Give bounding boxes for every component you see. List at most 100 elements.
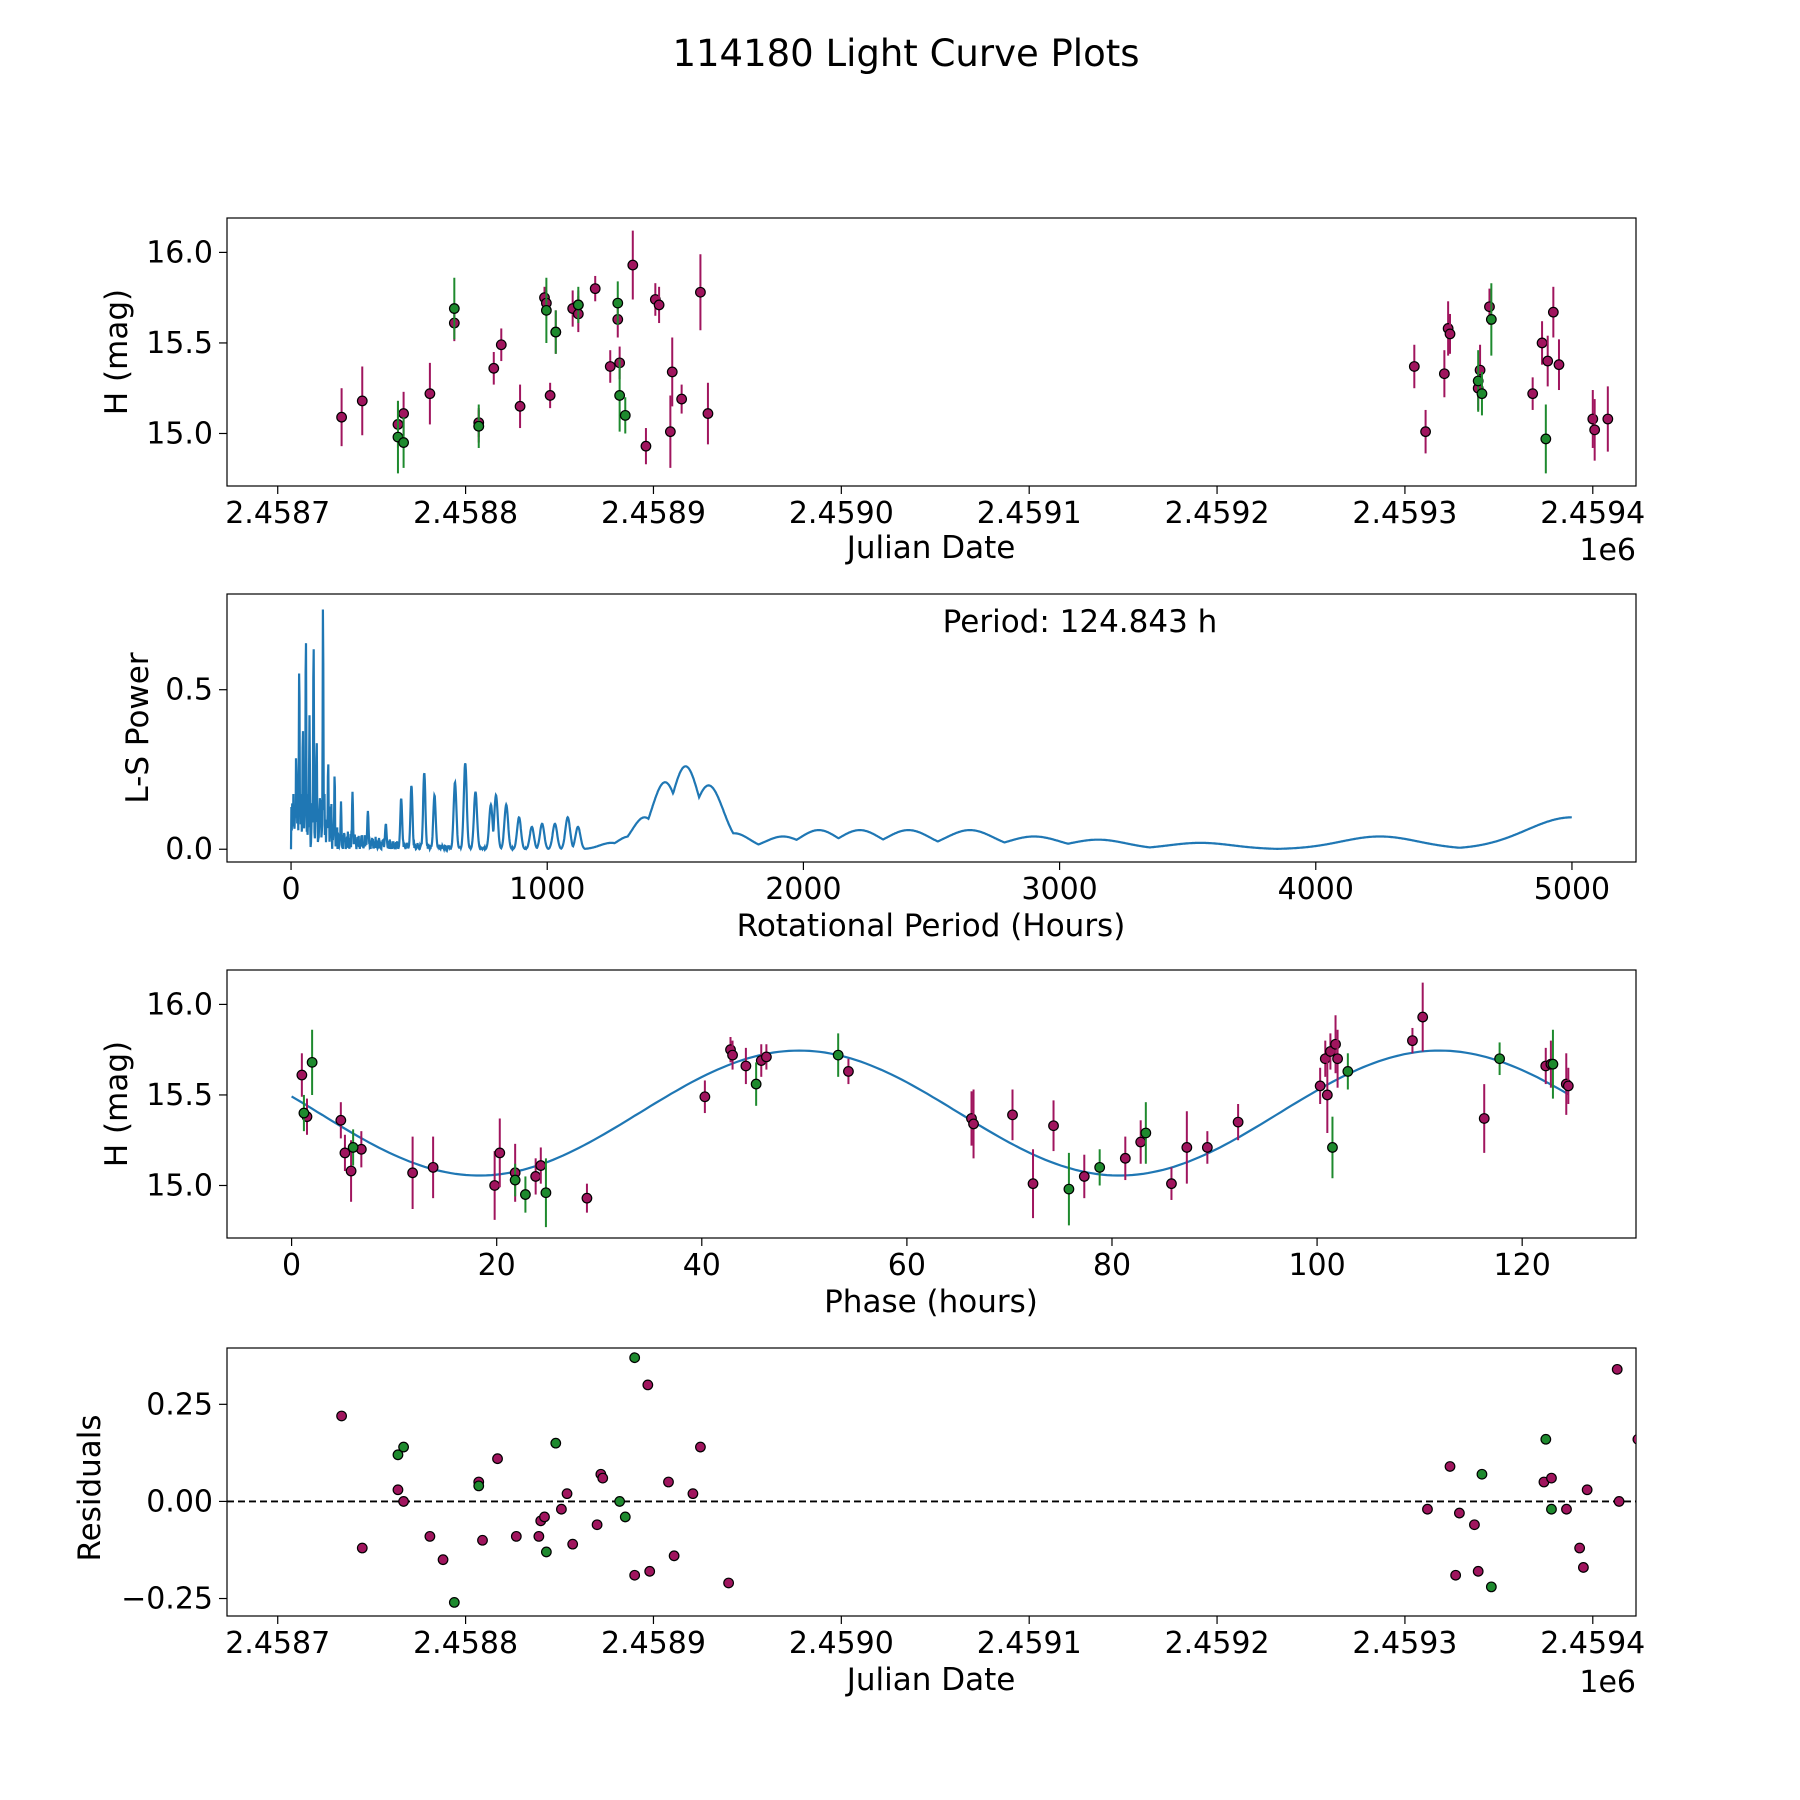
light-curve-offset-label: 1e6 <box>1579 533 1636 568</box>
residuals-point-magenta <box>1454 1507 1465 1519</box>
phase-folded-point-magenta <box>489 1180 501 1191</box>
light-curve-point-magenta <box>1589 424 1601 436</box>
phase-folded-xtick-label: 120 <box>1494 1248 1551 1283</box>
residuals-point-magenta <box>723 1577 735 1589</box>
phase-folded-point-magenta <box>1078 1171 1090 1182</box>
phase-folded-point-magenta <box>407 1167 419 1179</box>
residuals-point-magenta <box>1577 1562 1589 1573</box>
light-curve-point-magenta <box>664 426 676 438</box>
residuals-point-magenta <box>629 1569 641 1581</box>
periodogram-panel: 0 1000 2000 3000 4000 5000 0.0 0.5 Period: 124.… <box>120 593 1637 944</box>
light-curve-ytick-label: 15.0 <box>146 416 213 451</box>
light-curve-point-green <box>540 304 552 316</box>
residuals-xtick-label: 2.4589 <box>601 1626 706 1661</box>
residuals-point-magenta <box>1469 1519 1480 1531</box>
light-curve-point-green <box>448 303 460 314</box>
light-curve-point-green <box>398 437 409 448</box>
light-curve-point-magenta <box>589 283 601 295</box>
light-curve-point-magenta <box>398 408 409 419</box>
light-curve-point-magenta <box>1602 413 1614 425</box>
residuals-point-magenta <box>1574 1542 1586 1554</box>
light-curve-point-magenta <box>640 440 652 452</box>
light-curve-point-magenta <box>544 390 556 401</box>
residuals-ylabel: Residuals <box>72 1414 108 1561</box>
phase-folded-ticks: 0 20 40 60 80 100 120 15.0 15.5 16.0 <box>146 987 1551 1283</box>
residuals-point-green <box>614 1496 626 1507</box>
residuals-xtick-label: 2.4588 <box>413 1626 518 1661</box>
light-curve-point-green <box>473 420 485 432</box>
residuals-point-magenta <box>1611 1363 1623 1375</box>
light-curve-point-magenta <box>1420 426 1431 438</box>
light-curve-xtick-label: 2.4594 <box>1540 496 1645 531</box>
residuals-point-green <box>1546 1503 1557 1515</box>
phase-folded-xlabel: Phase (hours) <box>824 1284 1038 1320</box>
residuals-point-magenta <box>695 1441 706 1453</box>
light-curve-point-green <box>1476 388 1488 400</box>
light-curve-point-magenta <box>1474 364 1486 376</box>
phase-folded-xtick-label: 80 <box>1093 1248 1131 1283</box>
residuals-point-magenta <box>424 1530 436 1542</box>
periodogram-ticks: 0 1000 2000 3000 4000 5000 0.0 0.5 <box>165 673 1610 907</box>
light-curve-panel: 2.4587 2.4588 2.4589 2.4590 2.4591 2.4592 2.45… <box>99 217 1645 568</box>
periodogram-ylabel: L-S Power <box>120 652 156 803</box>
phase-folded-point-magenta <box>1478 1113 1490 1124</box>
residuals-point-magenta <box>336 1410 347 1422</box>
phase-folded-panel: 0 20 40 60 80 100 120 15.0 15.5 16.0 Phase (hours… <box>99 969 1637 1320</box>
phase-folded-marks <box>291 982 1574 1228</box>
residuals-xtick-label: 2.4593 <box>1352 1626 1457 1661</box>
light-curve-point-magenta <box>604 361 616 372</box>
phase-folded-point-magenta <box>1332 1053 1343 1065</box>
residuals-offset-label: 1e6 <box>1579 1665 1636 1700</box>
phase-folded-point-magenta <box>727 1049 738 1061</box>
periodogram-xlabel: Rotational Period (Hours) <box>737 908 1126 944</box>
model-fit-line <box>291 1049 1569 1177</box>
phase-folded-point-green <box>347 1142 359 1153</box>
light-curve-point-green <box>619 409 631 421</box>
phase-folded-xtick-label: 40 <box>683 1248 721 1283</box>
phase-folded-point-magenta <box>339 1147 351 1159</box>
phase-folded-point-magenta <box>1181 1142 1193 1153</box>
residuals-point-magenta <box>1472 1565 1484 1577</box>
phase-folded-point-magenta <box>843 1066 854 1077</box>
residuals-point-magenta <box>597 1472 609 1484</box>
residuals-point-magenta <box>1546 1472 1557 1484</box>
residuals-xtick-label: 2.4590 <box>789 1626 894 1661</box>
residuals-point-green <box>398 1441 409 1453</box>
phase-folded-point-magenta <box>335 1114 347 1126</box>
light-curve-point-magenta <box>1444 328 1456 340</box>
light-curve-point-magenta <box>1527 388 1539 400</box>
phase-folded-point-magenta <box>296 1069 308 1081</box>
light-curve-ylabel: H (mag) <box>99 289 135 415</box>
light-curve-ytick-label: 15.5 <box>146 326 213 361</box>
residuals-point-magenta <box>392 1484 404 1496</box>
phase-folded-point-green <box>1494 1053 1506 1065</box>
residuals-marks <box>227 1352 1636 1608</box>
residuals-point-magenta <box>1632 1434 1636 1445</box>
light-curve-point-magenta <box>653 299 665 311</box>
phase-folded-xtick-label: 20 <box>478 1248 516 1283</box>
phase-folded-point-magenta <box>1321 1089 1333 1101</box>
figure-title: 114180 Light Curve Plots <box>672 32 1139 75</box>
phase-folded-point-magenta <box>1048 1120 1059 1132</box>
light-curve-point-magenta <box>627 259 639 271</box>
residuals-ytick-label: 0.00 <box>146 1484 213 1519</box>
phase-folded-point-green <box>509 1174 521 1186</box>
residuals-point-green <box>1485 1581 1497 1593</box>
phase-folded-point-magenta <box>1407 1035 1418 1047</box>
residuals-point-magenta <box>437 1554 449 1566</box>
residuals-point-magenta <box>644 1565 656 1577</box>
phase-folded-point-magenta <box>581 1192 593 1204</box>
light-curve-point-magenta <box>356 395 368 407</box>
light-curve-point-magenta <box>1553 359 1565 371</box>
residuals-point-magenta <box>1561 1503 1572 1515</box>
phase-folded-point-green <box>1342 1066 1354 1077</box>
residuals-point-magenta <box>668 1550 680 1562</box>
light-curve-ytick-label: 16.0 <box>146 235 213 270</box>
phase-folded-ytick-label: 16.0 <box>146 987 213 1022</box>
residuals-point-magenta <box>1450 1569 1462 1581</box>
phase-folded-point-magenta <box>427 1161 439 1173</box>
light-curve-point-green <box>612 297 624 309</box>
light-curve-xtick-label: 2.4587 <box>225 496 330 531</box>
light-curve-point-magenta <box>1542 355 1554 367</box>
phase-folded-point-green <box>298 1107 310 1119</box>
